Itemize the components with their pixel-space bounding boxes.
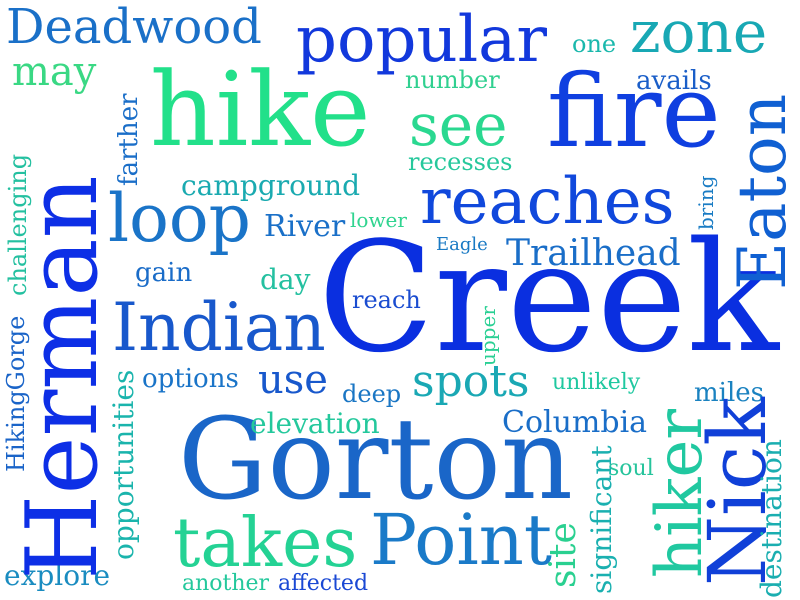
word-unlikely: unlikely	[552, 370, 641, 395]
word-number: number	[405, 66, 500, 94]
word-spots: spots	[412, 356, 530, 407]
word-river: River	[264, 209, 346, 244]
word-gain: gain	[135, 258, 193, 288]
word-campground: campground	[181, 169, 361, 202]
word-one: one	[572, 30, 617, 58]
word-zone: zone	[630, 0, 768, 66]
word-may: may	[12, 49, 97, 95]
word-significant: significant	[585, 445, 618, 594]
word-elevation: elevation	[250, 407, 380, 440]
word-use: use	[258, 357, 328, 403]
word-loop: loop	[108, 180, 251, 257]
word-indian: Indian	[112, 289, 326, 366]
word-hiker: hiker	[643, 409, 717, 578]
word-upper: upper	[476, 306, 500, 366]
word-popular: popular	[296, 3, 547, 77]
word-options: options	[142, 364, 239, 394]
word-eaton: Eaton	[724, 93, 800, 290]
word-another: another	[182, 571, 270, 596]
word-soul: soul	[608, 456, 654, 481]
word-recesses: recesses	[408, 148, 513, 176]
word-eagle: Eagle	[436, 234, 488, 255]
word-lower: lower	[350, 208, 407, 232]
word-affected: affected	[278, 571, 369, 596]
word-avails: avails	[636, 66, 712, 96]
word-explore: explore	[4, 559, 111, 592]
word-takes: takes	[173, 504, 358, 583]
word-opportunities: opportunities	[107, 369, 140, 560]
word-point: Point	[370, 499, 553, 581]
word-deep: deep	[342, 380, 402, 408]
word-miles: miles	[694, 378, 765, 408]
word-columbia: Columbia	[502, 405, 648, 440]
word-challenging: challenging	[4, 153, 32, 296]
word-fire: fire	[547, 53, 721, 170]
word-see: see	[409, 91, 508, 159]
word-reach: reach	[352, 286, 421, 314]
word-creek: Creek	[318, 209, 779, 386]
word-reaches: reaches	[420, 165, 675, 239]
word-hikinggorge: HikingGorge	[2, 315, 30, 472]
word-farther: farther	[114, 93, 144, 186]
word-bring: bring	[694, 175, 718, 230]
word-gorton: Gorton	[178, 395, 574, 525]
word-day: day	[260, 263, 311, 296]
word-site: site	[543, 522, 584, 588]
word-deadwood: Deadwood	[6, 0, 262, 55]
word-trailhead: Trailhead	[506, 233, 681, 274]
word-hike: hike	[150, 51, 371, 170]
word-destination: destination	[755, 439, 788, 598]
